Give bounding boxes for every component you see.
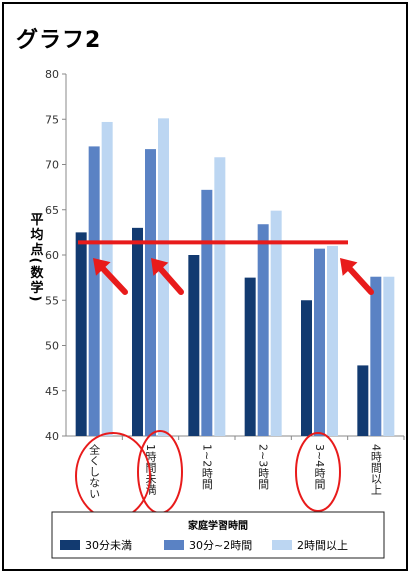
bar bbox=[370, 276, 382, 436]
y-tick-label: 50 bbox=[45, 340, 59, 353]
y-tick-label: 45 bbox=[45, 385, 59, 398]
legend: 家庭学習時間 30分未満 30分~2時間 2時間以上 bbox=[51, 511, 385, 559]
x-tick-label: 2~3時間 bbox=[257, 444, 270, 490]
y-tick-label: 40 bbox=[45, 430, 59, 443]
arrow-shaft bbox=[157, 266, 184, 295]
legend-box bbox=[51, 511, 385, 559]
arrow-shaft bbox=[100, 265, 128, 295]
legend-swatch bbox=[60, 540, 80, 550]
legend-label: 30分未満 bbox=[85, 539, 132, 552]
y-tick-label: 55 bbox=[45, 294, 59, 307]
bar bbox=[270, 210, 282, 436]
legend-swatch bbox=[164, 540, 184, 550]
legend-swatch bbox=[272, 540, 292, 550]
bar bbox=[88, 146, 100, 436]
legend-label: 2時間以上 bbox=[297, 539, 348, 552]
bar bbox=[257, 224, 269, 436]
bars-group bbox=[75, 118, 395, 437]
y-tick-label: 80 bbox=[45, 68, 59, 81]
bar bbox=[201, 189, 213, 436]
figure-heading: グラフ2 bbox=[16, 28, 102, 53]
bar bbox=[158, 118, 169, 436]
x-axis-labels: 全くしない 1時間未満 1~2時間 2~3時間 3~4時間 4時間以上 bbox=[88, 436, 405, 499]
x-tick-label: 1~2時間 bbox=[200, 444, 213, 490]
annotations bbox=[75, 240, 374, 520]
y-tick-label: 60 bbox=[45, 249, 59, 262]
x-tick-label: 全くしない bbox=[88, 443, 101, 499]
bar bbox=[75, 232, 87, 436]
y-tick-label: 65 bbox=[45, 204, 59, 217]
y-tick-label: 70 bbox=[45, 159, 59, 172]
bar bbox=[327, 245, 338, 436]
legend-title: 家庭学習時間 bbox=[188, 519, 248, 532]
x-tick-label: 3~4時間 bbox=[313, 444, 326, 490]
bar bbox=[214, 157, 226, 436]
bar bbox=[314, 248, 325, 436]
arrow-head bbox=[151, 258, 169, 276]
highlight-circle bbox=[295, 432, 341, 512]
legend-items: 30分未満 30分~2時間 2時間以上 bbox=[60, 539, 348, 552]
bar bbox=[383, 276, 395, 436]
bar bbox=[188, 255, 200, 436]
arrow-head bbox=[93, 258, 111, 276]
y-tick-label: 75 bbox=[45, 113, 59, 126]
legend-label: 30分~2時間 bbox=[189, 539, 252, 552]
bar bbox=[101, 121, 113, 436]
arrow-shaft bbox=[347, 266, 374, 295]
arrow-head bbox=[340, 258, 358, 276]
bar bbox=[244, 277, 256, 436]
y-axis-label: 平均点(数学) bbox=[28, 213, 44, 304]
bar bbox=[132, 227, 143, 436]
x-tick-label: 4時間以上 bbox=[369, 444, 382, 495]
bar bbox=[357, 365, 369, 436]
bar bbox=[301, 300, 312, 436]
bar bbox=[145, 149, 156, 437]
